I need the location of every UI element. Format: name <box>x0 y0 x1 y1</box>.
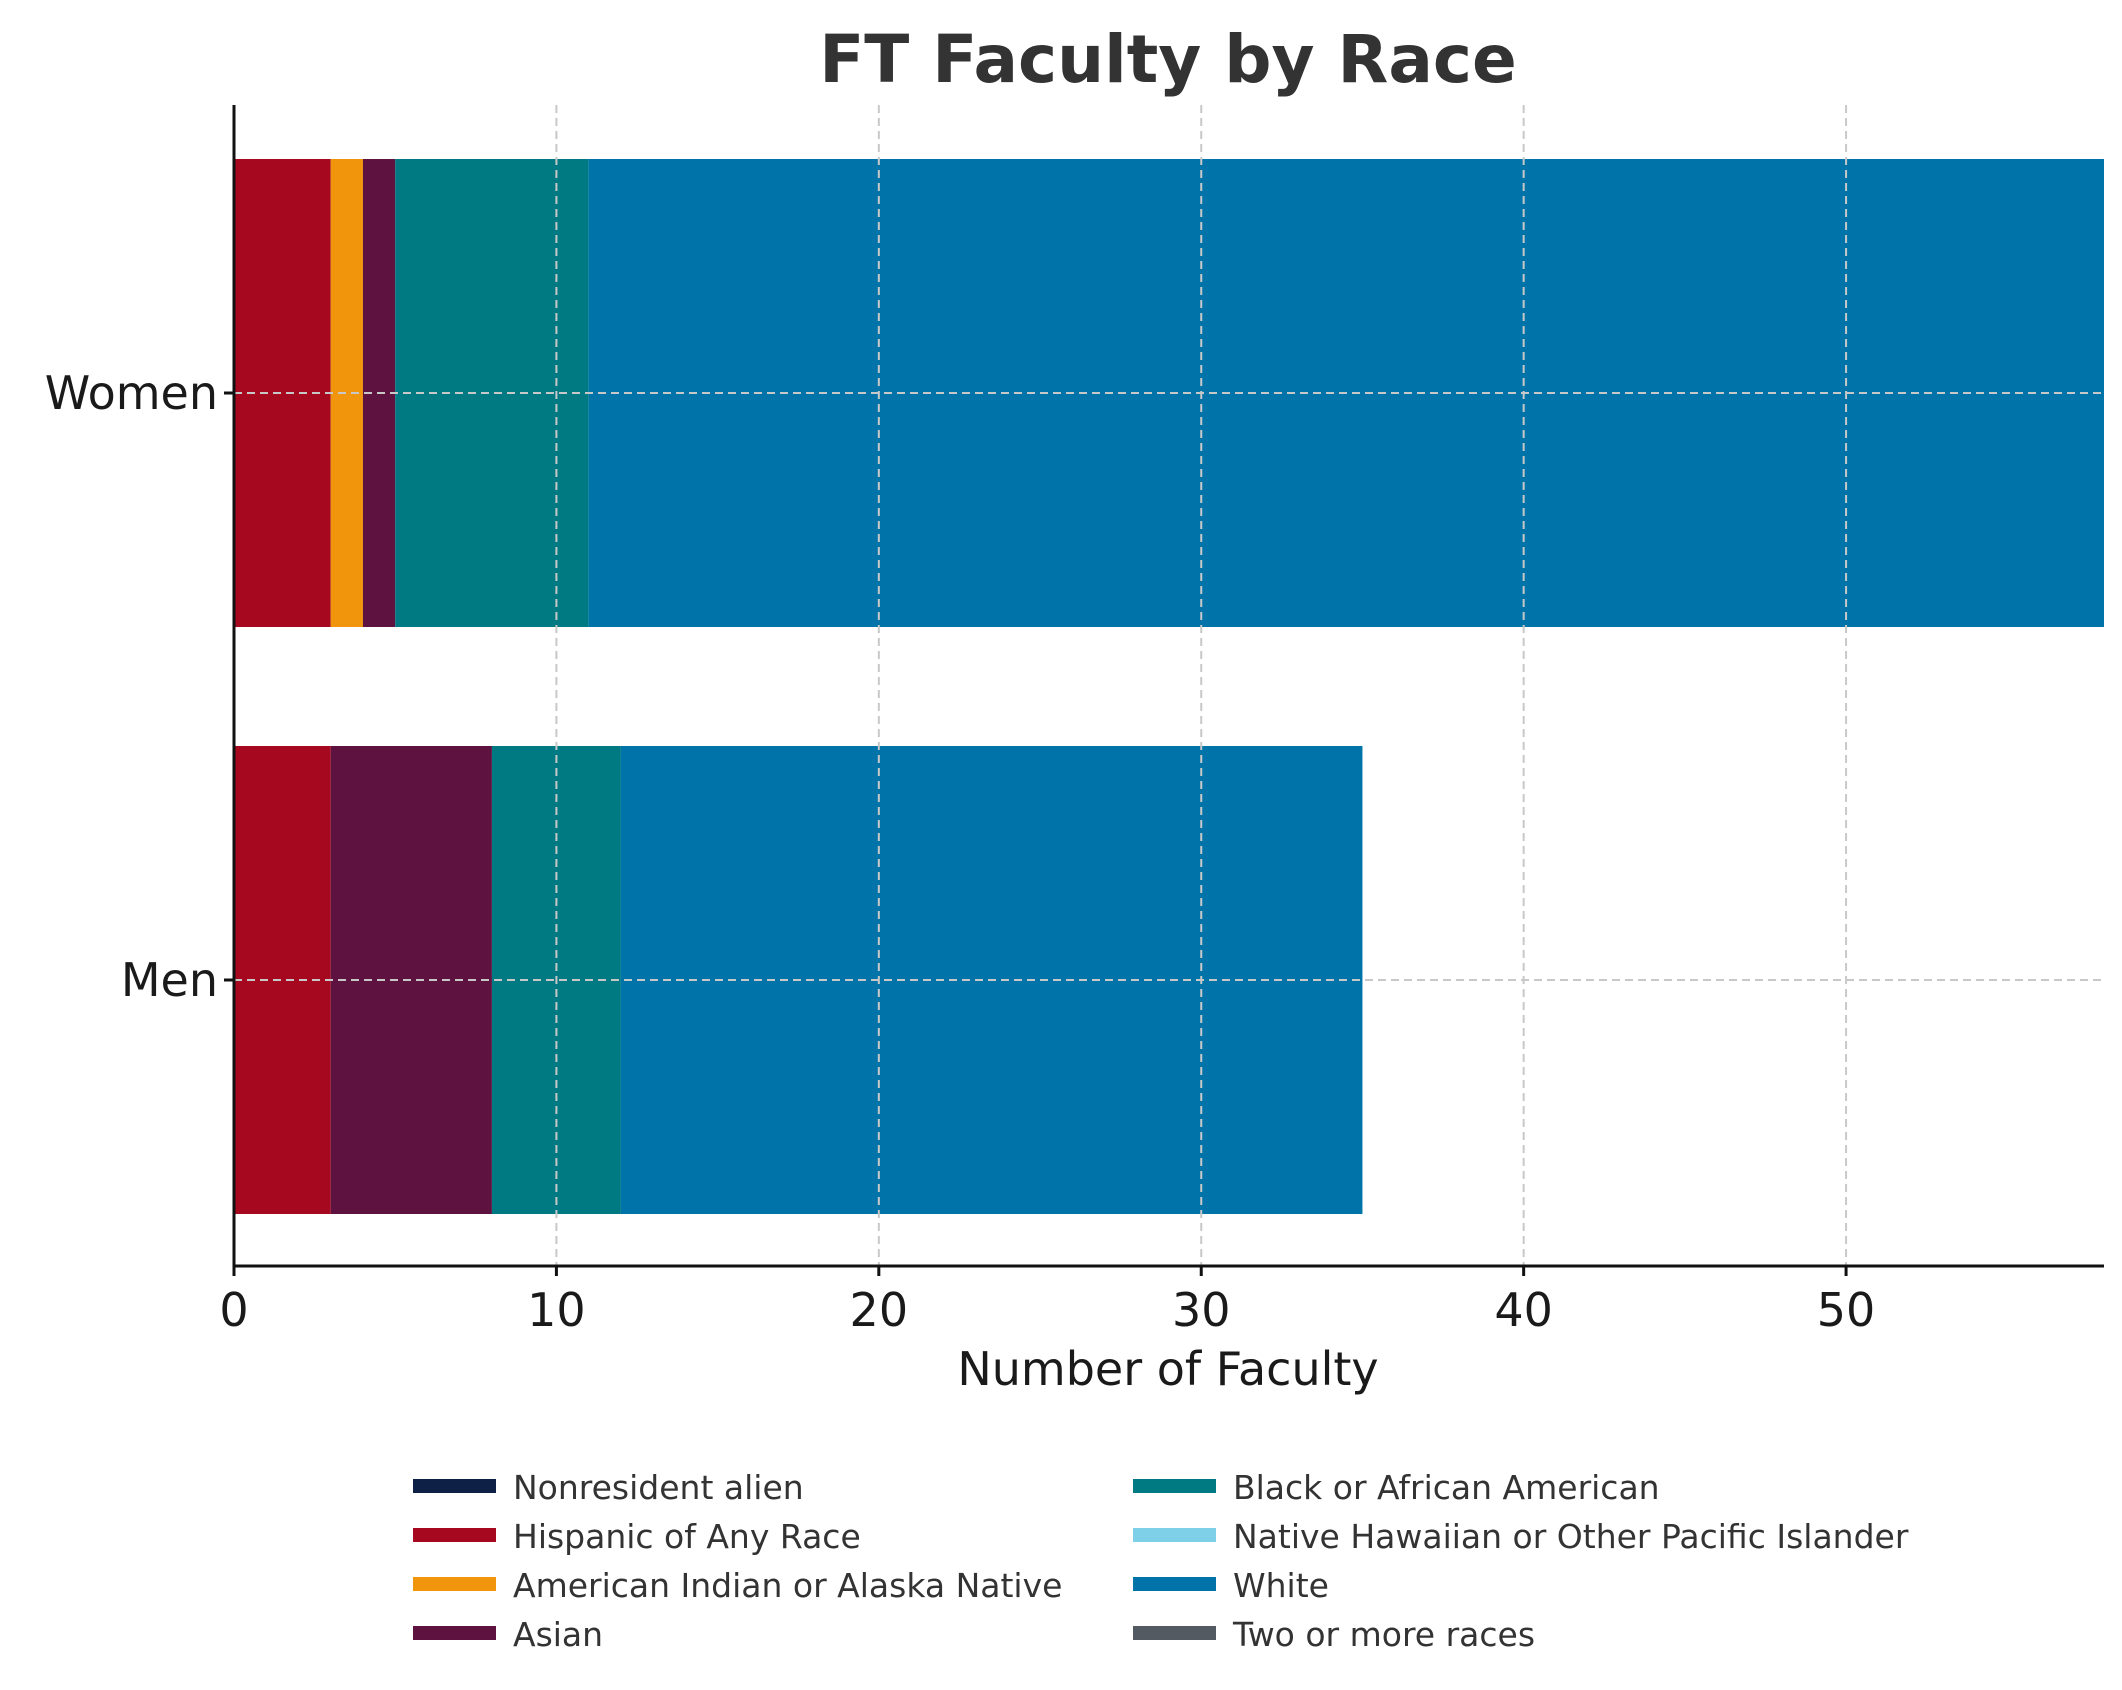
legend-item: Nonresident alien <box>413 1468 804 1507</box>
legend-item: White <box>1133 1566 1329 1605</box>
legend-label: Hispanic of Any Race <box>513 1517 861 1556</box>
legend-item: Two or more races <box>1133 1615 1535 1654</box>
x-tick-label: 10 <box>527 1283 586 1337</box>
legend-swatch <box>413 1626 496 1640</box>
x-tick-label: 0 <box>219 1283 248 1337</box>
legend-swatch <box>1133 1626 1216 1640</box>
legend-item: Asian <box>413 1615 603 1654</box>
chart-title: FT Faculty by Race <box>819 21 1517 98</box>
legend-swatch <box>413 1479 496 1493</box>
legend-swatch <box>1133 1528 1216 1542</box>
x-tick-labels: 0 10 20 30 40 50 <box>219 1283 1875 1337</box>
axes <box>224 105 2104 1276</box>
legend-swatch <box>413 1528 496 1542</box>
legend-label: Native Hawaiian or Other Pacific Islande… <box>1233 1517 1909 1556</box>
legend-item: Black or African American <box>1133 1468 1660 1507</box>
x-tick-label: 30 <box>1172 1283 1231 1337</box>
legend-swatch <box>1133 1479 1216 1493</box>
legend-label: American Indian or Alaska Native <box>513 1566 1062 1605</box>
x-tick-label: 40 <box>1494 1283 1553 1337</box>
y-tick-labels: Women Men <box>45 366 218 1007</box>
legend-label: Two or more races <box>1232 1615 1535 1654</box>
legend-item: Native Hawaiian or Other Pacific Islande… <box>1133 1517 1909 1556</box>
y-tick-label: Women <box>45 366 218 420</box>
y-tick-label: Men <box>121 953 218 1007</box>
legend-label: Asian <box>513 1615 603 1654</box>
bars <box>234 159 2104 1214</box>
legend-label: White <box>1233 1566 1329 1605</box>
gridlines <box>234 105 2104 1266</box>
legend-item: Hispanic of Any Race <box>413 1517 861 1556</box>
legend-item: American Indian or Alaska Native <box>413 1566 1062 1605</box>
legend-label: Nonresident alien <box>513 1468 804 1507</box>
x-tick-label: 50 <box>1817 1283 1876 1337</box>
x-tick-label: 20 <box>850 1283 909 1337</box>
legend-swatch <box>413 1577 496 1591</box>
x-axis-label: Number of Faculty <box>957 1342 1378 1396</box>
legend-swatch <box>1133 1577 1216 1591</box>
legend-label: Black or African American <box>1233 1468 1660 1507</box>
legend: Nonresident alien Hispanic of Any Race Ame… <box>413 1468 1909 1654</box>
